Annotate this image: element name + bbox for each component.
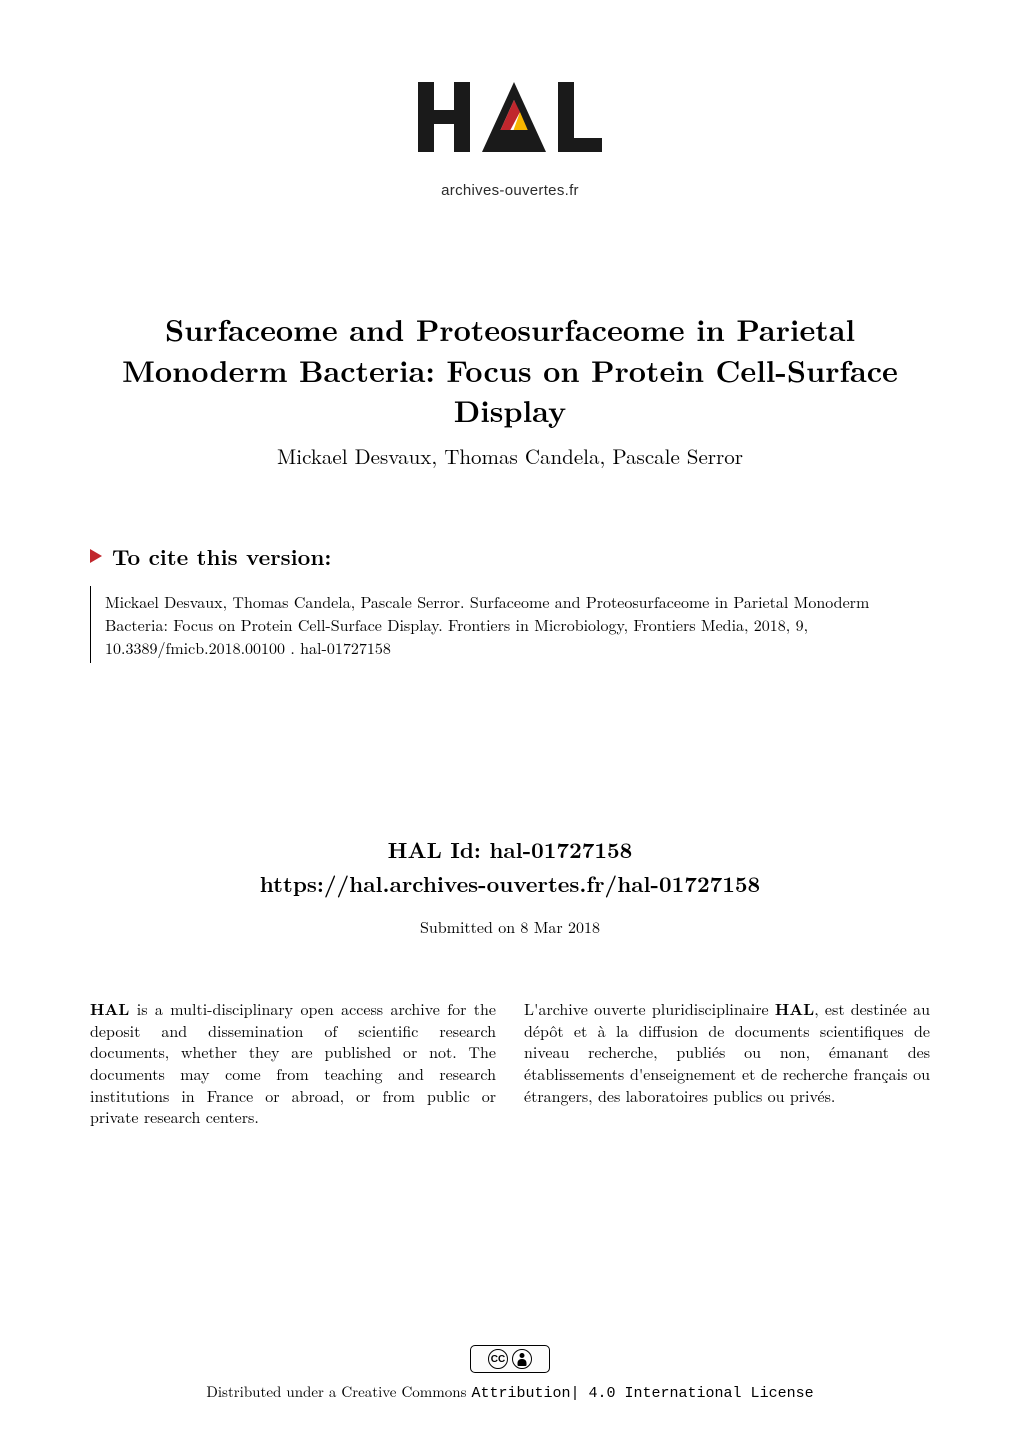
- paper-title: Surfaceome and Proteosurfaceome in Parie…: [100, 309, 920, 431]
- paper-authors: Mickael Desvaux, Thomas Candela, Pascale…: [90, 441, 930, 471]
- left-rest: is a multi-disciplinary open access arch…: [90, 997, 496, 1128]
- hal-id-label: HAL Id:: [388, 834, 490, 865]
- hal-logo-block: archives-ouvertes.fr: [90, 70, 930, 199]
- cite-heading-row: To cite this version:: [90, 541, 930, 572]
- hal-url[interactable]: https://hal.archives-ouvertes.fr/hal-017…: [90, 867, 930, 901]
- left-lead-bold: HAL: [90, 997, 129, 1020]
- hal-id-block: HAL Id: hal-01727158 https://hal.archive…: [90, 833, 930, 901]
- logo-letter-a: [482, 82, 546, 152]
- by-person-icon: [512, 1349, 532, 1369]
- citation-sep: .: [285, 636, 300, 659]
- description-left: HAL is a multi-disciplinary open access …: [90, 998, 496, 1128]
- description-columns: HAL is a multi-disciplinary open access …: [90, 998, 930, 1128]
- right-pre: L'archive ouverte pluridisciplinaire: [524, 997, 775, 1020]
- license-line: Distributed under a Creative Commons Att…: [206, 1381, 813, 1402]
- citation-halid: hal-01727158: [300, 636, 391, 659]
- cc-by-badge-icon: CC: [470, 1345, 550, 1373]
- hal-id-line: HAL Id: hal-01727158: [90, 833, 930, 867]
- citation-block: Mickael Desvaux, Thomas Candela, Pascale…: [90, 586, 930, 664]
- citation-doi: 10.3389/fmicb.2018.00100: [105, 636, 285, 659]
- hal-id-value: hal-01727158: [489, 834, 632, 865]
- citation-authors: Mickael Desvaux, Thomas Candela, Pascale…: [105, 590, 465, 613]
- footer: CC Distributed under a Creative Commons …: [90, 1345, 930, 1402]
- triangle-bullet-icon: [90, 549, 102, 563]
- license-link[interactable]: Attribution| 4.0 International License: [472, 1385, 814, 1402]
- logo-letter-h: [418, 82, 470, 152]
- description-right: L'archive ouverte pluridisciplinaire HAL…: [524, 998, 930, 1128]
- cite-heading: To cite this version:: [112, 541, 331, 572]
- cc-circle-icon: CC: [488, 1349, 508, 1369]
- hal-logo: [410, 70, 610, 180]
- license-prefix: Distributed under a Creative Commons: [206, 1381, 471, 1402]
- logo-caption: archives-ouvertes.fr: [441, 182, 579, 199]
- right-bold: HAL: [775, 997, 814, 1020]
- logo-letter-l: [558, 82, 602, 152]
- submitted-date: Submitted on 8 Mar 2018: [90, 915, 930, 938]
- citation-journal: Frontiers in Microbiology, Frontiers Med…: [448, 613, 808, 636]
